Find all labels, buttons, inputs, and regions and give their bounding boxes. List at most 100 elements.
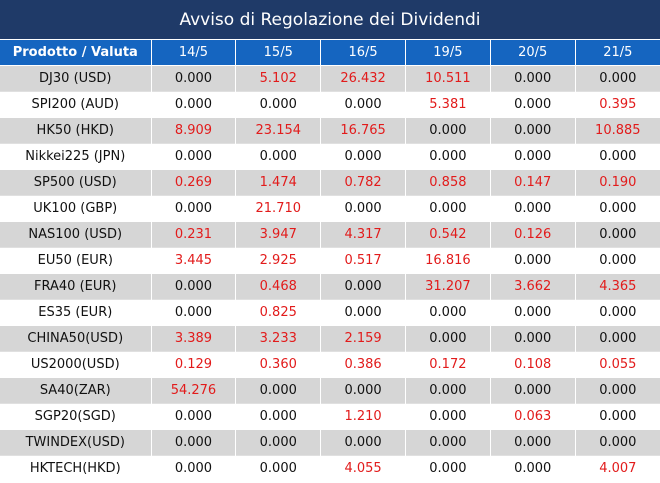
value-cell: 0.126 bbox=[490, 221, 576, 248]
product-cell: UK100 (GBP) bbox=[0, 195, 152, 222]
value-cell: 0.000 bbox=[490, 65, 576, 92]
value-cell: 0.782 bbox=[320, 169, 406, 196]
product-cell: TWINDEX(USD) bbox=[0, 429, 152, 456]
value-cell: 3.662 bbox=[490, 273, 576, 300]
value-cell: 5.381 bbox=[405, 91, 491, 118]
value-cell: 0.000 bbox=[575, 221, 660, 248]
value-cell: 0.172 bbox=[405, 351, 491, 378]
value-cell: 0.000 bbox=[575, 429, 660, 456]
header-row: Prodotto / Valuta 14/5 15/5 16/5 19/5 20… bbox=[0, 40, 660, 66]
table-row: CHINA50(USD) 3.389 3.233 2.159 0.000 0.000 0.0… bbox=[0, 325, 660, 352]
value-cell: 54.276 bbox=[151, 377, 237, 404]
value-cell: 0.108 bbox=[490, 351, 576, 378]
product-cell: Nikkei225 (JPN) bbox=[0, 143, 152, 170]
value-cell: 0.000 bbox=[405, 325, 491, 352]
value-cell: 10.511 bbox=[405, 65, 491, 92]
value-cell: 0.269 bbox=[151, 169, 237, 196]
table-body: DJ30 (USD) 0.000 5.102 26.432 10.511 0.000 0.0… bbox=[0, 65, 660, 481]
product-cell: SP500 (USD) bbox=[0, 169, 152, 196]
value-cell: 0.000 bbox=[235, 91, 322, 118]
value-cell: 0.000 bbox=[151, 273, 237, 300]
table-row: UK100 (GBP) 0.000 21.710 0.000 0.000 0.000 0.0… bbox=[0, 195, 660, 222]
value-cell: 0.000 bbox=[235, 143, 322, 170]
value-cell: 0.000 bbox=[490, 117, 576, 144]
value-cell: 0.000 bbox=[575, 377, 660, 404]
table-row: EU50 (EUR) 3.445 2.925 0.517 16.816 0.000 0.00… bbox=[0, 247, 660, 274]
value-cell: 0.000 bbox=[151, 65, 237, 92]
value-cell: 0.000 bbox=[235, 455, 322, 481]
value-cell: 0.000 bbox=[575, 143, 660, 170]
table-row: DJ30 (USD) 0.000 5.102 26.432 10.511 0.000 0.0… bbox=[0, 65, 660, 92]
value-cell: 16.816 bbox=[405, 247, 491, 274]
value-cell: 0.000 bbox=[235, 403, 322, 430]
value-cell: 26.432 bbox=[320, 65, 406, 92]
value-cell: 0.000 bbox=[405, 455, 491, 481]
value-cell: 0.000 bbox=[320, 195, 406, 222]
table-row: SPI200 (AUD) 0.000 0.000 0.000 5.381 0.000 0.3… bbox=[0, 91, 660, 118]
value-cell: 0.386 bbox=[320, 351, 406, 378]
table-row: NAS100 (USD) 0.231 3.947 4.317 0.542 0.126 0.0… bbox=[0, 221, 660, 248]
value-cell: 31.207 bbox=[405, 273, 491, 300]
product-cell: EU50 (EUR) bbox=[0, 247, 152, 274]
value-cell: 0.000 bbox=[405, 195, 491, 222]
value-cell: 0.000 bbox=[575, 65, 660, 92]
value-cell: 0.000 bbox=[151, 429, 237, 456]
value-cell: 0.190 bbox=[575, 169, 660, 196]
value-cell: 0.000 bbox=[575, 247, 660, 274]
value-cell: 0.468 bbox=[235, 273, 322, 300]
product-cell: SGP20(SGD) bbox=[0, 403, 152, 430]
value-cell: 0.055 bbox=[575, 351, 660, 378]
value-cell: 0.000 bbox=[320, 299, 406, 326]
value-cell: 0.000 bbox=[490, 429, 576, 456]
product-cell: CHINA50(USD) bbox=[0, 325, 152, 352]
table-row: HK50 (HKD) 8.909 23.154 16.765 0.000 0.000 10.… bbox=[0, 117, 660, 144]
value-cell: 21.710 bbox=[235, 195, 322, 222]
value-cell: 0.000 bbox=[405, 377, 491, 404]
value-cell: 0.000 bbox=[490, 455, 576, 481]
header-date: 15/5 bbox=[235, 40, 322, 66]
value-cell: 0.000 bbox=[490, 91, 576, 118]
product-cell: SA40(ZAR) bbox=[0, 377, 152, 404]
value-cell: 0.147 bbox=[490, 169, 576, 196]
table-row: US2000(USD) 0.129 0.360 0.386 0.172 0.108 0.05… bbox=[0, 351, 660, 378]
dividend-table: Prodotto / Valuta 14/5 15/5 16/5 19/5 20… bbox=[0, 40, 660, 481]
header-product: Prodotto / Valuta bbox=[0, 40, 152, 66]
product-cell: ES35 (EUR) bbox=[0, 299, 152, 326]
value-cell: 0.000 bbox=[405, 117, 491, 144]
value-cell: 0.517 bbox=[320, 247, 406, 274]
header-date: 14/5 bbox=[151, 40, 237, 66]
value-cell: 0.000 bbox=[151, 299, 237, 326]
value-cell: 0.000 bbox=[490, 247, 576, 274]
value-cell: 0.000 bbox=[490, 299, 576, 326]
product-cell: DJ30 (USD) bbox=[0, 65, 152, 92]
value-cell: 0.000 bbox=[151, 403, 237, 430]
header-date: 21/5 bbox=[575, 40, 660, 66]
value-cell: 4.317 bbox=[320, 221, 406, 248]
value-cell: 0.000 bbox=[490, 325, 576, 352]
value-cell: 0.000 bbox=[151, 455, 237, 481]
product-cell: FRA40 (EUR) bbox=[0, 273, 152, 300]
value-cell: 0.395 bbox=[575, 91, 660, 118]
product-cell: HKTECH(HKD) bbox=[0, 455, 152, 481]
table-row: Nikkei225 (JPN) 0.000 0.000 0.000 0.000 0.000… bbox=[0, 143, 660, 170]
table-row: SGP20(SGD) 0.000 0.000 1.210 0.000 0.063 0.000 bbox=[0, 403, 660, 430]
value-cell: 0.000 bbox=[151, 143, 237, 170]
product-cell: NAS100 (USD) bbox=[0, 221, 152, 248]
value-cell: 3.389 bbox=[151, 325, 237, 352]
product-cell: HK50 (HKD) bbox=[0, 117, 152, 144]
value-cell: 23.154 bbox=[235, 117, 322, 144]
value-cell: 4.007 bbox=[575, 455, 660, 481]
header-date: 19/5 bbox=[405, 40, 491, 66]
header-date: 20/5 bbox=[490, 40, 576, 66]
table-row: ES35 (EUR) 0.000 0.825 0.000 0.000 0.000 0.000 bbox=[0, 299, 660, 326]
value-cell: 0.000 bbox=[405, 299, 491, 326]
value-cell: 0.000 bbox=[405, 403, 491, 430]
value-cell: 0.063 bbox=[490, 403, 576, 430]
page-title: Avviso di Regolazione dei Dividendi bbox=[0, 0, 660, 40]
value-cell: 2.925 bbox=[235, 247, 322, 274]
value-cell: 4.055 bbox=[320, 455, 406, 481]
value-cell: 0.000 bbox=[490, 143, 576, 170]
value-cell: 0.000 bbox=[490, 195, 576, 222]
product-cell: US2000(USD) bbox=[0, 351, 152, 378]
